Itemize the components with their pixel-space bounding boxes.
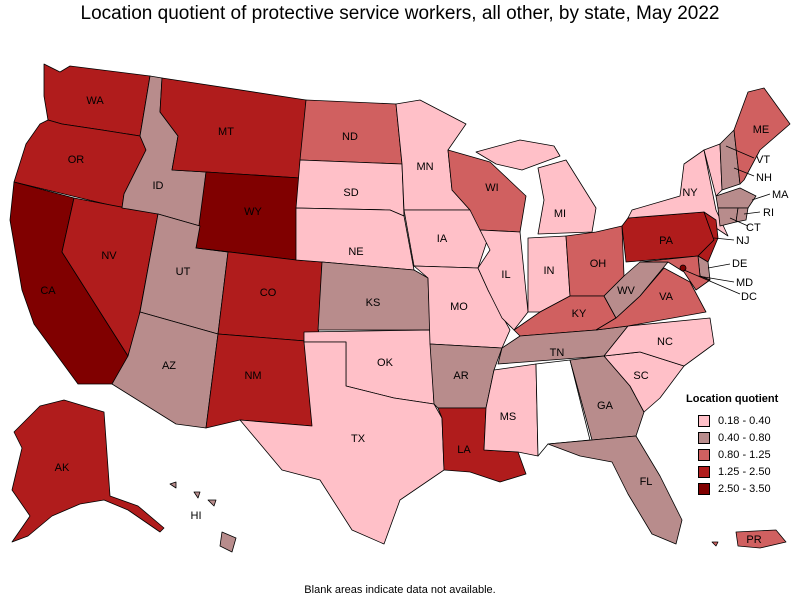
leader-line <box>697 275 735 283</box>
label-MI: MI <box>554 208 566 220</box>
label-AZ: AZ <box>162 360 176 372</box>
leader-line <box>725 145 755 159</box>
leader-line <box>683 269 741 295</box>
leader-line <box>707 263 731 269</box>
label-MT: MT <box>218 126 234 138</box>
legend-label: 1.25 - 2.50 <box>718 465 771 478</box>
label-DC: DC <box>741 291 757 303</box>
label-SC: SC <box>633 370 648 382</box>
state-TX[interactable] <box>239 341 445 545</box>
label-OR: OR <box>68 154 85 166</box>
label-FL: FL <box>640 476 653 488</box>
label-CA: CA <box>40 285 56 297</box>
legend-label: 2.50 - 3.50 <box>718 482 771 495</box>
legend-label: 0.18 - 0.40 <box>718 414 771 427</box>
legend-item: 0.18 - 0.40 <box>686 412 778 429</box>
label-NE: NE <box>348 246 363 258</box>
label-MN: MN <box>416 161 433 173</box>
label-WA: WA <box>86 95 104 107</box>
legend-label: 0.80 - 1.25 <box>718 448 771 461</box>
label-VA: VA <box>659 291 674 303</box>
state-HI[interactable] <box>169 481 237 553</box>
legend-swatch <box>698 448 710 461</box>
label-LA: LA <box>457 444 471 456</box>
label-OK: OK <box>377 357 394 369</box>
label-OH: OH <box>590 258 607 270</box>
leader-line <box>751 193 771 201</box>
label-GA: GA <box>597 400 614 412</box>
state-PR[interactable] <box>735 529 787 549</box>
state-NE[interactable] <box>295 207 415 271</box>
state-labels: WA OR CA NV ID MT WY UT AZ CO NM ND SD N… <box>40 95 789 546</box>
state-FL[interactable] <box>547 435 683 545</box>
label-CT: CT <box>746 222 761 234</box>
label-MA: MA <box>772 189 789 201</box>
label-TN: TN <box>550 347 565 359</box>
legend-swatch <box>698 414 710 427</box>
label-VT: VT <box>756 154 770 166</box>
state-PR-islet[interactable] <box>711 541 719 547</box>
label-MD: MD <box>736 277 753 289</box>
label-WI: WI <box>485 182 498 194</box>
state-MD[interactable] <box>639 255 711 291</box>
label-NJ: NJ <box>736 235 749 247</box>
legend-swatch <box>698 465 710 478</box>
label-PA: PA <box>659 235 674 247</box>
label-PR: PR <box>746 534 761 546</box>
label-MS: MS <box>500 411 517 423</box>
state-IA[interactable] <box>403 209 491 269</box>
label-SD: SD <box>343 187 358 199</box>
legend-item: 1.25 - 2.50 <box>686 463 778 480</box>
map-title: Location quotient of protective service … <box>80 3 720 24</box>
label-IL: IL <box>501 269 510 281</box>
leader-line <box>713 237 735 241</box>
legend-label: 0.40 - 0.80 <box>718 431 771 444</box>
label-HI: HI <box>191 510 202 522</box>
state-CT[interactable] <box>717 207 739 227</box>
label-RI: RI <box>763 207 774 219</box>
legend-item: 0.80 - 1.25 <box>686 446 778 463</box>
label-IA: IA <box>437 233 448 245</box>
state-AK[interactable] <box>11 399 165 543</box>
legend-swatch <box>698 482 710 495</box>
label-NY: NY <box>682 187 698 199</box>
label-MO: MO <box>450 301 468 313</box>
label-NM: NM <box>244 370 261 382</box>
label-KS: KS <box>366 297 381 309</box>
state-MA[interactable] <box>715 187 757 209</box>
legend-swatch <box>698 431 710 444</box>
footnote: Blank areas indicate data not available. <box>304 584 496 596</box>
label-NC: NC <box>657 336 673 348</box>
label-ME: ME <box>753 124 770 136</box>
legend-item: 2.50 - 3.50 <box>686 480 778 497</box>
leader-line <box>729 217 749 227</box>
label-AR: AR <box>453 370 468 382</box>
state-ME[interactable] <box>733 87 791 185</box>
label-WY: WY <box>244 206 262 218</box>
legend-title: Location quotient <box>686 393 779 405</box>
label-NV: NV <box>101 250 117 262</box>
label-WV: WV <box>617 285 635 297</box>
label-AK: AK <box>55 462 70 474</box>
label-NH: NH <box>756 172 772 184</box>
label-ND: ND <box>342 131 358 143</box>
state-IL[interactable] <box>477 229 529 331</box>
state-RI[interactable] <box>735 207 749 223</box>
label-CO: CO <box>260 287 277 299</box>
state-NM[interactable] <box>205 333 319 429</box>
label-KY: KY <box>572 308 587 320</box>
label-UT: UT <box>176 266 191 278</box>
label-ID: ID <box>153 180 164 192</box>
legend-item: 0.40 - 0.80 <box>686 429 778 446</box>
leader-line <box>733 167 755 177</box>
legend: Location quotient 0.18 - 0.40 0.40 - 0.8… <box>686 393 778 497</box>
state-MI[interactable] <box>537 159 597 235</box>
leader-line <box>743 211 761 215</box>
label-DE: DE <box>732 258 747 270</box>
state-DC[interactable] <box>679 264 687 272</box>
state-MI-upper[interactable] <box>475 139 561 171</box>
label-IN: IN <box>544 265 555 277</box>
label-TX: TX <box>351 433 366 445</box>
